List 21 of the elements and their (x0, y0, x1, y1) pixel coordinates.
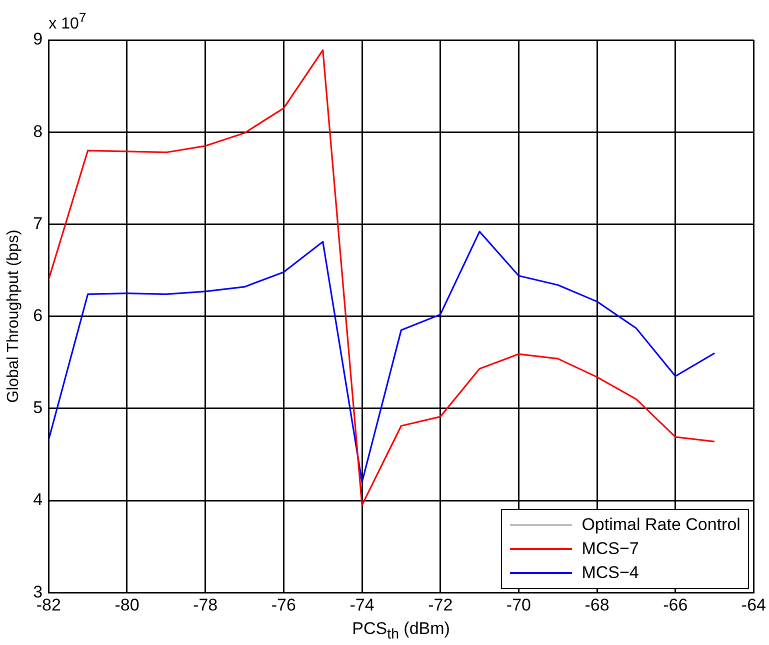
y-tick-label: 4 (33, 490, 43, 510)
legend-label: MCS−7 (582, 538, 639, 559)
x-tick-label: -80 (114, 595, 140, 614)
y-tick-label: 8 (33, 122, 43, 141)
text: x 10$^{7}$ (48, 10, 86, 34)
x-tick-label: -70 (506, 595, 531, 614)
x-tick-label: -74 (350, 595, 374, 614)
y-tick-label: 9 (33, 30, 43, 49)
y-tick-label: 5 (33, 398, 43, 418)
x-tick-label: -68 (584, 595, 610, 614)
legend-label: MCS−4 (582, 562, 639, 583)
x-tick-label: -66 (663, 595, 688, 614)
legend-label: Optimal Rate Control (582, 514, 740, 535)
x-axis-title: PCS$_{th}$ (dBm) (352, 618, 450, 642)
x-tick-label: -78 (193, 595, 218, 614)
y-axis-title: Global Throughput (bps) (5, 230, 22, 403)
y-tick-label: 6 (33, 306, 43, 325)
x-tick-label: -72 (428, 595, 453, 614)
x-tick-label: -64 (741, 595, 766, 614)
y-tick-label: 7 (33, 214, 43, 233)
x-tick-label: -76 (271, 595, 296, 614)
